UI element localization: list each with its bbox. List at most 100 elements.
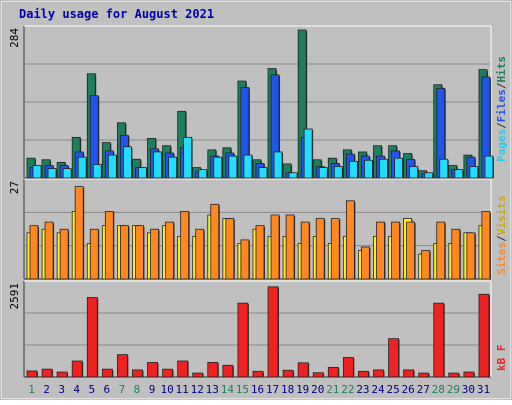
bar-sites (195, 228, 205, 280)
x-tick-label: 2 (43, 383, 50, 396)
bar-sites (345, 200, 355, 280)
bar-sites (165, 221, 174, 280)
legend-entry: / (495, 235, 508, 242)
x-tick-label: 29 (447, 383, 460, 396)
x-tick-label: 20 (311, 383, 324, 396)
bar-sites (481, 211, 491, 280)
bar-pages (484, 155, 494, 179)
bar-pages (92, 164, 102, 179)
chart-title: Daily usage for August 2021 (19, 7, 214, 21)
bar-kb-f (342, 357, 354, 378)
bar-sites (315, 218, 325, 280)
legend-entry: / (495, 122, 508, 129)
bar-pages (243, 154, 253, 179)
bar-sites (59, 228, 69, 280)
bar-pages (439, 158, 449, 179)
bar-sites (74, 186, 84, 280)
x-tick-label: 21 (326, 383, 339, 396)
bar-kb-f (433, 302, 445, 378)
bar-sites (180, 211, 190, 280)
bar-kb-f (147, 362, 158, 378)
bar-pages (138, 167, 147, 179)
legend-label: Sites/Visits (495, 196, 508, 276)
bar-sites (240, 239, 250, 280)
bar-pages (168, 156, 177, 179)
bar-kb-f (162, 368, 173, 378)
bar-pages (273, 151, 283, 179)
legend-entry: Visits (495, 196, 508, 236)
bar-pages (62, 168, 72, 179)
bar-pages (288, 172, 298, 179)
bar-kb-f (267, 286, 279, 378)
legend-entry: Pages (495, 129, 508, 162)
bar-pages (32, 165, 42, 179)
bar-sites (285, 214, 295, 280)
bar-pages (454, 169, 464, 179)
bar-kb-f (327, 367, 339, 378)
bar-pages (213, 156, 223, 179)
x-tick-label: 8 (134, 383, 141, 396)
bar-sites (376, 221, 385, 280)
bar-kb-f (418, 372, 430, 378)
bar-sites (391, 221, 400, 280)
bar-pages (198, 169, 208, 179)
bar-sites (225, 218, 235, 280)
bar-kb-f (56, 371, 68, 378)
bar-kb-f (237, 302, 249, 378)
x-tick-label: 16 (251, 383, 264, 396)
legend-entry: kB F (495, 345, 508, 372)
bar-kb-f (388, 338, 399, 378)
bar-sites (330, 218, 340, 280)
bar-kb-f (192, 372, 204, 378)
bar-sites (451, 228, 461, 280)
bar-kb-f (86, 297, 98, 378)
x-tick-label: 27 (417, 383, 430, 396)
x-tick-label: 17 (266, 383, 279, 396)
bar-pages (153, 151, 162, 179)
legend-label: Pages/Files/Hits (495, 56, 508, 162)
x-tick-label: 26 (402, 383, 415, 396)
legend-entry: / (495, 82, 508, 89)
bar-sites (406, 221, 416, 280)
bar-kb-f (448, 372, 460, 378)
bar-sites (104, 211, 114, 280)
bar-kb-f (373, 369, 384, 378)
bar-sites (255, 225, 265, 280)
y-max-label: 2591 (8, 283, 21, 310)
bar-kb-f (312, 372, 324, 378)
x-tick-label: 31 (477, 383, 490, 396)
bar-sites (29, 225, 39, 280)
kb-panel: 2591 kB F (8, 280, 508, 378)
bar-kb-f (222, 364, 234, 378)
bar-sites (436, 221, 446, 280)
legend-entry: Sites (495, 242, 508, 275)
x-tick-label: 9 (149, 383, 156, 396)
bar-sites (210, 203, 220, 280)
x-tick-label: 10 (160, 383, 173, 396)
bar-pages (183, 136, 193, 179)
x-tick-label: 14 (221, 383, 235, 396)
legend-label: kB F (495, 345, 508, 372)
bar-pages (364, 159, 373, 179)
bar-pages (333, 166, 343, 179)
x-tick-label: 13 (206, 383, 219, 396)
bar-pages (303, 128, 313, 179)
x-tick-label: 11 (176, 383, 189, 396)
bar-kb-f (282, 369, 294, 378)
bar-pages (47, 168, 57, 179)
bar-kb-f (116, 354, 128, 378)
bar-kb-f (463, 371, 475, 378)
bar-pages (318, 167, 328, 179)
bar-pages (379, 158, 388, 179)
bar-sites (421, 250, 431, 280)
bar-pages (469, 166, 479, 179)
x-tick-label: 30 (462, 383, 475, 396)
x-tick-label: 19 (296, 383, 309, 396)
sites-panel: 27 Sites/Visits (8, 178, 508, 280)
x-tick-label: 5 (88, 383, 95, 396)
bar-sites (119, 225, 129, 280)
bar-sites (44, 221, 54, 280)
bar-kb-f (207, 362, 219, 378)
bar-sites (135, 225, 144, 280)
